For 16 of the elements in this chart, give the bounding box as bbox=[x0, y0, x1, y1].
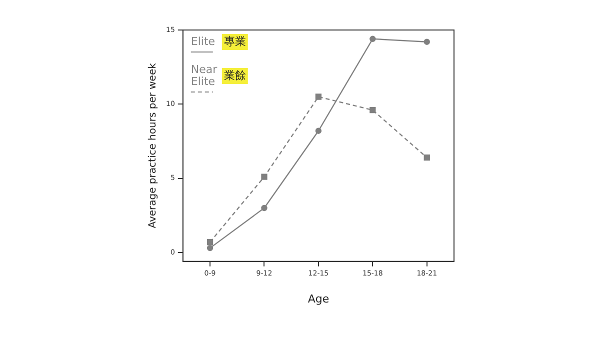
point bbox=[261, 204, 268, 212]
point bbox=[206, 239, 214, 246]
point bbox=[370, 36, 376, 42]
point bbox=[206, 244, 214, 252]
text: Near Elite bbox=[190, 62, 218, 88]
point bbox=[370, 107, 376, 114]
x-axis-title: Age bbox=[308, 292, 330, 306]
annotation: 業餘 bbox=[224, 68, 246, 82]
y-axis-title: Average practice hours per week bbox=[148, 62, 159, 228]
point bbox=[424, 154, 430, 161]
point bbox=[424, 38, 430, 45]
point bbox=[315, 128, 322, 134]
text: Elite bbox=[190, 34, 216, 48]
annotation: 專業 bbox=[224, 34, 246, 48]
point bbox=[315, 94, 322, 100]
point bbox=[261, 174, 268, 180]
